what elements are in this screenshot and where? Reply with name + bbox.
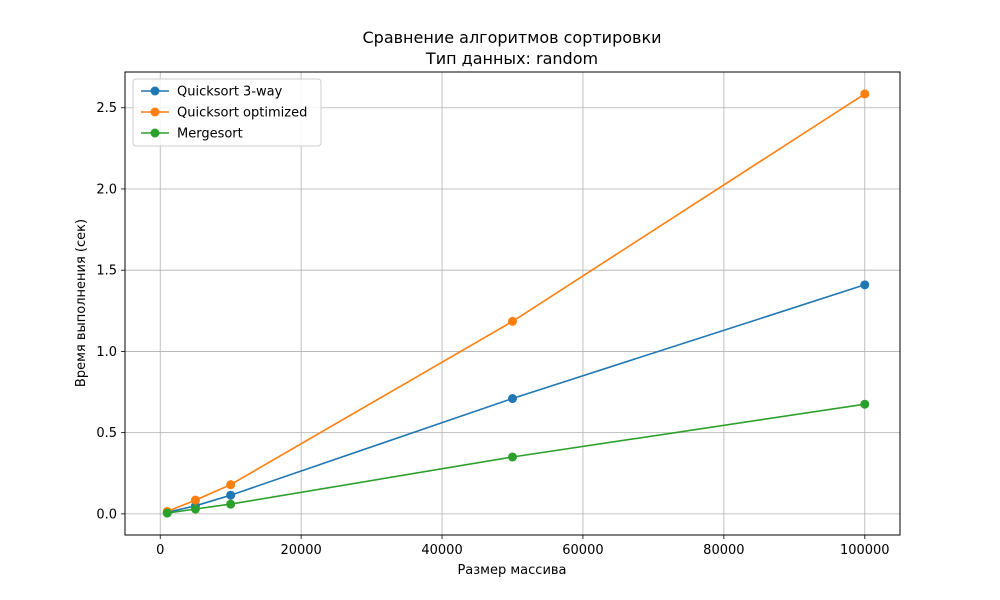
legend: Quicksort 3-way Quicksort optimized Merges… bbox=[132, 78, 322, 147]
series-layer bbox=[162, 89, 870, 518]
ticks: 0 20000 40000 60000 80000 100000 0.0 0.5 1.0 1.5 2… bbox=[96, 101, 889, 558]
y-tick-label: 0.5 bbox=[96, 426, 117, 441]
data-point bbox=[190, 504, 200, 514]
data-point bbox=[860, 280, 870, 290]
x-tick-label: 80000 bbox=[703, 543, 744, 558]
y-tick-label: 2.5 bbox=[96, 101, 117, 116]
legend-label: Mergesort bbox=[177, 127, 243, 142]
data-point bbox=[162, 508, 172, 518]
y-tick-label: 0.0 bbox=[96, 507, 117, 522]
data-point bbox=[226, 499, 236, 509]
data-point bbox=[508, 394, 517, 404]
legend-marker bbox=[150, 128, 160, 138]
x-tick-label: 0 bbox=[156, 543, 164, 558]
x-tick-label: 20000 bbox=[280, 543, 321, 558]
legend-marker bbox=[150, 86, 160, 96]
plot-frame bbox=[124, 71, 901, 536]
x-axis-label: Размер массива bbox=[457, 563, 566, 578]
data-point bbox=[508, 316, 517, 326]
legend-box bbox=[132, 78, 322, 147]
legend-label: Quicksort 3-way bbox=[177, 85, 283, 100]
data-point bbox=[226, 480, 236, 490]
x-tick-label: 40000 bbox=[421, 543, 462, 558]
data-point bbox=[508, 452, 517, 462]
chart-subtitle: Тип данных: random bbox=[425, 49, 598, 68]
x-tick-label: 100000 bbox=[840, 543, 890, 558]
y-tick-label: 2.0 bbox=[96, 182, 117, 197]
data-point bbox=[190, 495, 200, 505]
x-tick-label: 60000 bbox=[562, 543, 603, 558]
grid bbox=[125, 72, 900, 535]
series-2 bbox=[162, 399, 870, 518]
data-point bbox=[860, 399, 870, 409]
data-point bbox=[860, 89, 870, 99]
legend-label: Quicksort optimized bbox=[177, 106, 307, 121]
data-point bbox=[226, 490, 236, 500]
y-tick-label: 1.0 bbox=[96, 345, 117, 360]
y-axis-label: Время выполнения (сек) bbox=[74, 219, 89, 387]
y-tick-label: 1.5 bbox=[96, 264, 117, 279]
legend-marker bbox=[150, 107, 160, 117]
chart-title: Сравнение алгоритмов сортировки bbox=[362, 28, 661, 47]
